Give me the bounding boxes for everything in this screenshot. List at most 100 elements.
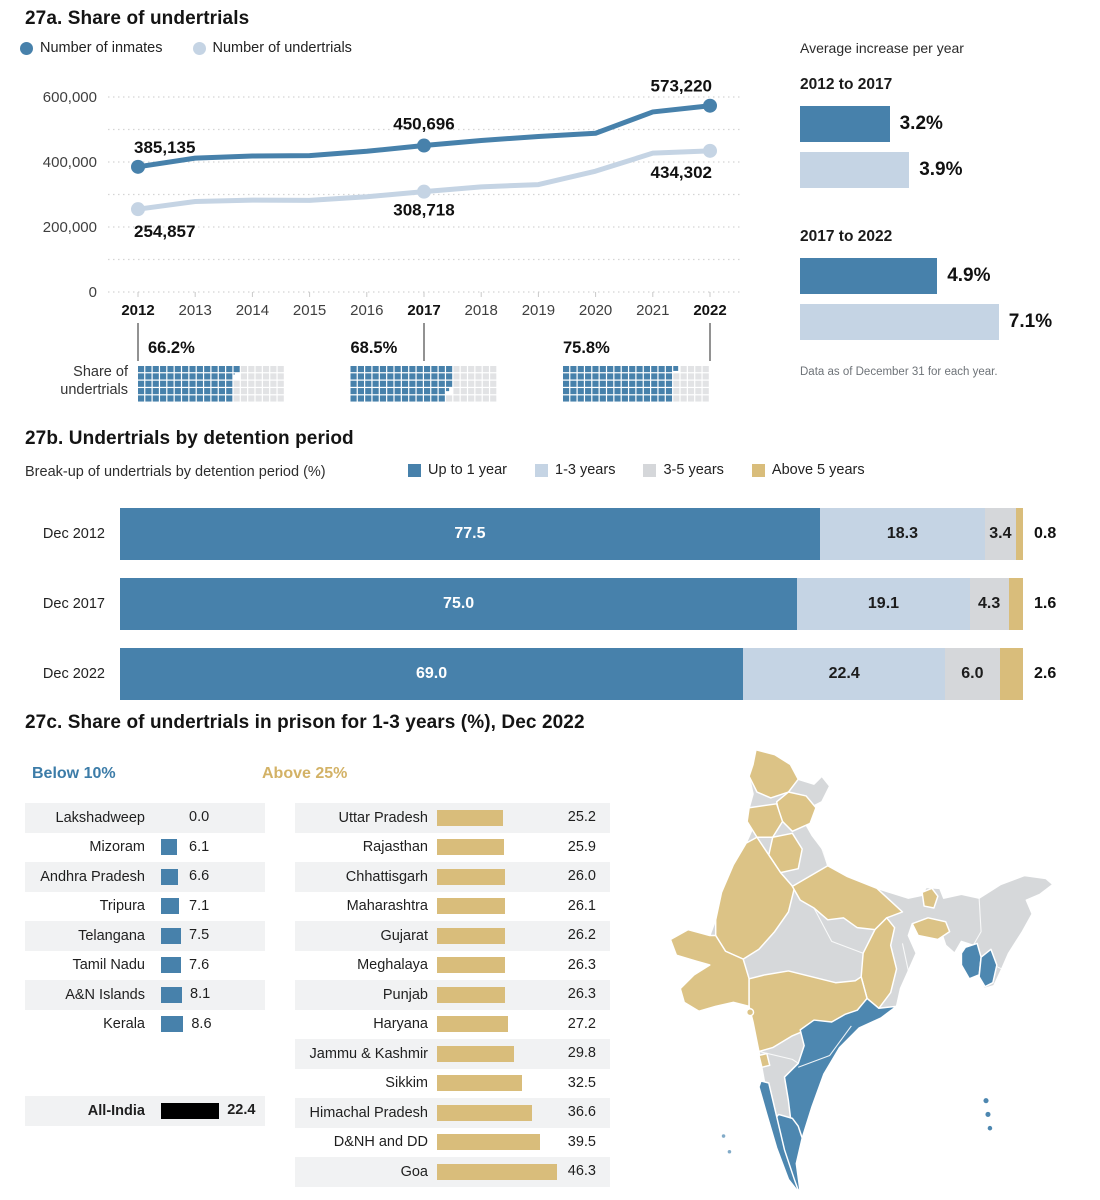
value-bar [161, 927, 181, 944]
stacked-bar: 75.0 19.1 4.3 [120, 578, 1023, 630]
state-name: Punjab [382, 986, 428, 1003]
bar-segment-above-5-years [1015, 508, 1023, 560]
bar-segment-1-3-years: 22.4 [743, 648, 946, 700]
value-label: 7.5 [189, 927, 210, 943]
waffle-row-label: Share of [73, 364, 129, 380]
x-axis-year-label: 2018 [465, 302, 498, 319]
value-bar [437, 1163, 558, 1180]
x-axis-year-label: 2020 [579, 302, 612, 319]
value-label: 7.6 [189, 956, 210, 973]
state-name: All-India [87, 1102, 145, 1119]
state-name: Haryana [373, 1016, 428, 1033]
segment-value-label-outside: 0.8 [1034, 525, 1057, 542]
map-border-ap-telangana [798, 1025, 852, 1068]
bar-segment-up-to-1-year: 77.5 [120, 508, 820, 560]
map-region-gujarat [669, 928, 750, 1012]
bar-segment-up-to-1-year: 69.0 [120, 648, 744, 700]
data-point-label: 450,696 [393, 115, 454, 134]
segment-value-label: 77.5 [454, 525, 486, 542]
value-bar [437, 1134, 540, 1151]
table-row: Mizoram 6.1 [25, 833, 265, 863]
data-point-label: 434,302 [651, 163, 712, 182]
value-label: 26.3 [567, 986, 596, 1002]
bar-segment-1-3-years: 18.3 [819, 508, 986, 560]
state-name: Meghalaya [357, 957, 428, 974]
legend-swatch-icon [535, 463, 548, 477]
value-label: 8.1 [190, 986, 211, 1002]
data-point-marker [417, 138, 431, 153]
table-row: D&NH and DD 39.5 [295, 1128, 610, 1158]
above-25-heading: Above 25% [262, 765, 348, 782]
increase-bar-value: 4.9% [947, 265, 991, 286]
map-region-goa [758, 1052, 771, 1068]
table-row: Uttar Pradesh 25.2 [295, 803, 610, 833]
value-bar [437, 898, 505, 915]
increase-bar-group: 2012 to 2017 3.2% 3.9% [800, 76, 1095, 188]
value-bar [161, 1016, 184, 1033]
table-row: Chhattisgarh 26.0 [295, 862, 610, 892]
segment-value-label: 22.4 [828, 665, 860, 682]
value-label: 26.1 [567, 897, 596, 914]
legend-item: Up to 1 year [408, 462, 507, 478]
segment-value-label: 75.0 [443, 595, 475, 612]
increase-bar-value: 3.2% [899, 113, 943, 134]
side-panel-bar-groups: 2012 to 2017 3.2% 3.9% 2017 to 2022 4.9%… [800, 76, 1095, 340]
table-row: Haryana 27.2 [295, 1010, 610, 1040]
state-name: Andhra Pradesh [40, 868, 145, 885]
value-bar [161, 957, 181, 974]
legend-label: Up to 1 year [428, 462, 507, 478]
value-bar [161, 986, 183, 1003]
value-bar [437, 1075, 522, 1092]
data-point-label: 308,718 [393, 201, 454, 220]
increase-bar [800, 106, 890, 142]
value-label: 6.6 [189, 868, 210, 884]
legend-label: Number of undertrials [212, 40, 352, 56]
table-row: Sikkim 32.5 [295, 1069, 610, 1099]
table-row: Punjab 26.3 [295, 980, 610, 1010]
side-panel-title: Average increase per year [800, 40, 964, 56]
value-label: 6.1 [189, 838, 210, 855]
map-region-kerala [758, 1080, 800, 1194]
above-25-table: Uttar Pradesh 25.2 Rajasthan 25.9 Chhattis… [295, 803, 610, 1187]
increase-bar-value: 3.9% [919, 159, 963, 180]
fig27b-legend: Up to 1 year 1-3 years 3-5 years Above 5… [408, 462, 865, 478]
value-label: 8.6 [191, 1015, 212, 1032]
fig27a-title: 27a. Share of undertrials [25, 8, 250, 29]
table-row: Maharashtra 26.1 [295, 892, 610, 922]
state-name: Rajasthan [362, 839, 428, 856]
legend-label: Above 5 years [771, 462, 865, 478]
value-label: 22.4 [227, 1102, 256, 1118]
bar-segment-3-5-years: 6.0 [945, 648, 1000, 700]
state-name: Himachal Pradesh [309, 1104, 428, 1121]
data-point-marker [131, 159, 145, 174]
segment-value-label-outside: 2.6 [1034, 665, 1057, 682]
x-axis-year-label: 2019 [522, 302, 555, 319]
table-row: Lakshadweep 0.0 [25, 803, 265, 833]
waffle-and-line-chart: 0 200,000 400,000 600,000 2012 2013 2014 2015 20… [43, 77, 742, 402]
stacked-bar-chart-detention-period: Dec 2012 77.5 18.3 3.4 0.8 Dec 2017 75.0 19… [0, 508, 1100, 718]
value-bar [161, 1102, 220, 1119]
table-row: Jammu & Kashmir 29.8 [295, 1039, 610, 1069]
segment-value-label: 19.1 [867, 595, 900, 612]
inmates-legend-dot-icon [20, 41, 33, 55]
waffle-percent-label: 68.5% [351, 339, 398, 357]
state-name: Tripura [99, 898, 145, 915]
map-region-chhattisgarh [860, 917, 898, 1010]
legend-item: 3-5 years [643, 462, 724, 478]
x-axis-year-label: 2016 [350, 302, 383, 319]
value-label: 7.1 [189, 897, 210, 914]
x-axis-year-label: 2013 [179, 302, 212, 319]
bar-group-label: 2012 to 2017 [800, 76, 893, 93]
map-region-meghalaya [911, 917, 951, 941]
line-chart-share-of-undertrials: 0 200,000 400,000 600,000 2012 2013 2014 2015 20… [43, 77, 742, 402]
value-bar [161, 898, 180, 915]
legend-swatch-icon [408, 463, 421, 477]
fig27c-title: 27c. Share of undertrials in prison for … [25, 712, 585, 733]
map-region-dnh-dd [745, 1008, 755, 1017]
stacked-bar: 77.5 18.3 3.4 [120, 508, 1023, 560]
x-axis-year-label: 2015 [293, 302, 326, 319]
segment-value-label-outside: 1.6 [1034, 595, 1057, 612]
x-axis-year-label: 2022 [693, 302, 726, 319]
value-bar [161, 839, 177, 856]
